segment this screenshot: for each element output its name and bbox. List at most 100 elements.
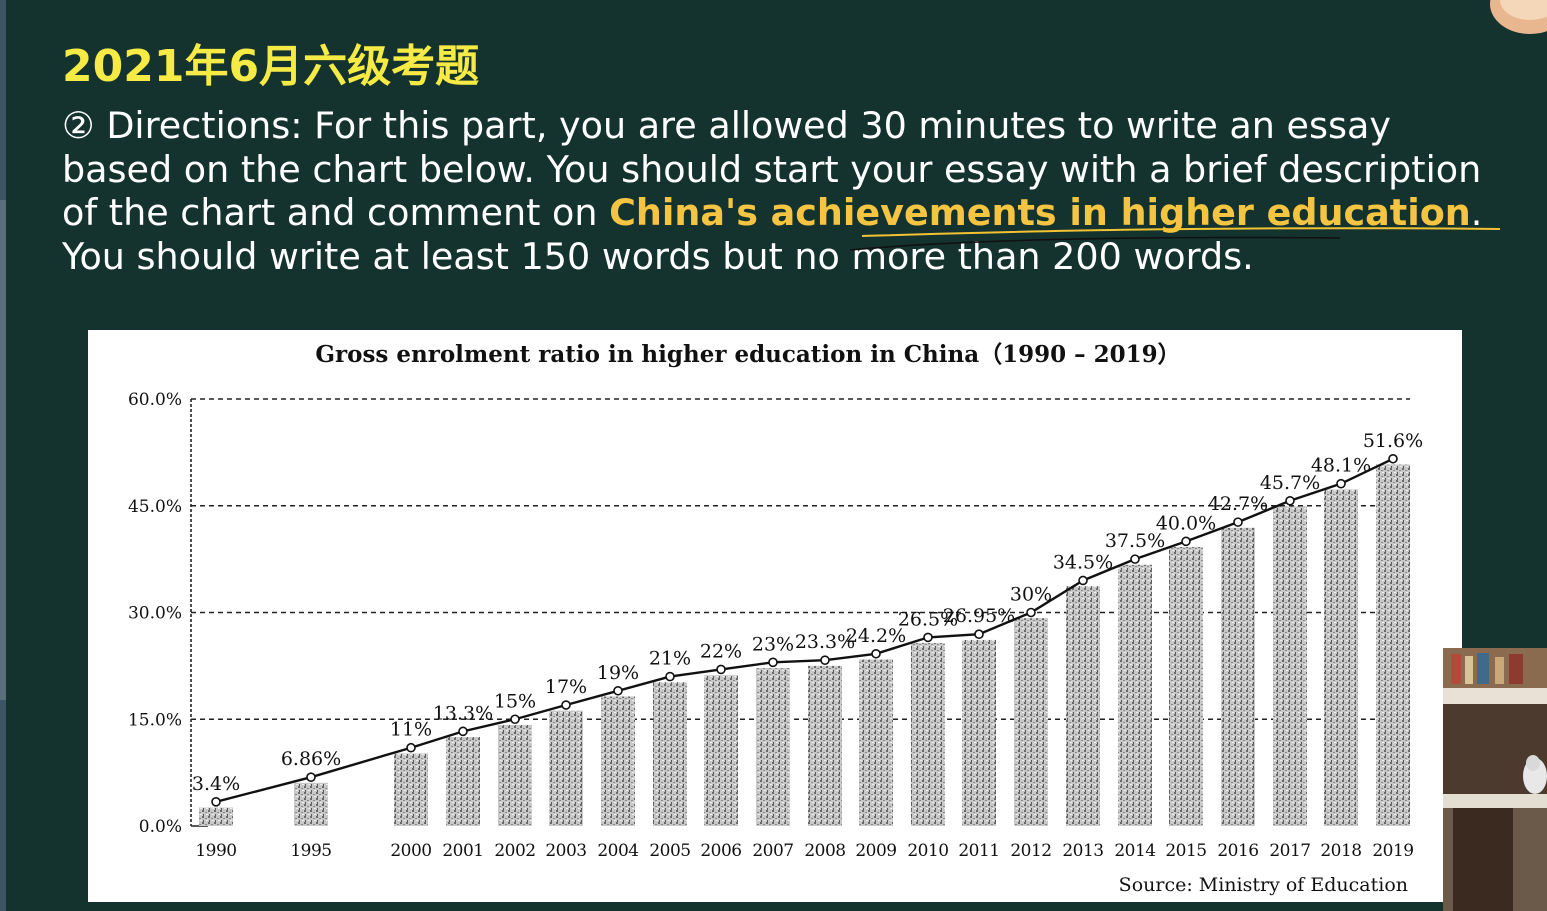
line-point xyxy=(665,671,675,682)
bar xyxy=(549,710,583,826)
line-point xyxy=(1078,575,1088,586)
y-tick-label: 30.0% xyxy=(128,604,182,624)
slide-title: 2021年6月六级考题 xyxy=(62,41,480,92)
data-label: 23.3% xyxy=(795,631,855,653)
x-tick-label: 2007 xyxy=(752,841,793,861)
bar xyxy=(808,665,842,826)
bar xyxy=(1376,464,1410,826)
directions-highlight: China's achievements in higher education xyxy=(609,191,1471,234)
line-point xyxy=(613,685,623,696)
y-tick-label: 45.0% xyxy=(128,497,182,517)
line-point xyxy=(1026,607,1036,618)
x-tick-label: 2001 xyxy=(442,841,483,861)
line-point xyxy=(768,657,778,668)
data-label: 13.3% xyxy=(433,702,493,724)
data-label: 21% xyxy=(649,648,691,670)
x-tick-label: 2015 xyxy=(1165,841,1206,861)
bar xyxy=(498,724,532,826)
data-label: 22% xyxy=(700,640,742,662)
line-point xyxy=(1388,453,1398,464)
bar xyxy=(756,668,790,826)
x-tick-label: 2006 xyxy=(700,841,741,861)
data-label: 42.7% xyxy=(1208,493,1268,515)
bar xyxy=(601,696,635,826)
line-point xyxy=(820,655,830,665)
y-tick-labels: 0.0% 15.0% 30.0% 45.0% 60.0% xyxy=(128,390,182,837)
line-point xyxy=(871,648,881,659)
bar xyxy=(911,643,945,826)
bar xyxy=(1118,564,1152,826)
data-label: 23% xyxy=(752,633,794,655)
bar xyxy=(1221,527,1255,826)
x-tick-label: 2013 xyxy=(1062,841,1103,861)
x-tick-label: 2011 xyxy=(958,841,999,861)
x-tick-label: 2003 xyxy=(545,841,586,861)
x-tick-labels: 1990 1995 2000 2001 2002 2003 2004 2005 2006 2007… xyxy=(195,841,1414,861)
x-tick-label: 2018 xyxy=(1320,841,1361,861)
line-point xyxy=(1336,478,1346,489)
bar xyxy=(704,675,738,826)
data-label: 17% xyxy=(545,676,587,698)
x-tick-label: 2012 xyxy=(1010,841,1051,861)
line-point xyxy=(1233,517,1243,527)
bar xyxy=(653,682,687,826)
bar xyxy=(1066,586,1100,826)
chart-title: Gross enrolment ratio in higher educatio… xyxy=(315,341,1180,368)
line-point xyxy=(1285,495,1295,506)
x-tick-label: 2002 xyxy=(494,841,535,861)
x-tick-label: 2004 xyxy=(597,841,638,861)
enrolment-chart: Gross enrolment ratio in higher educatio… xyxy=(128,341,1423,896)
directions-prefix: ② Directions: For this part, you are all… xyxy=(62,104,1482,234)
data-label: 37.5% xyxy=(1105,530,1165,552)
trend-polyline xyxy=(215,457,1394,803)
y-tick-label: 60.0% xyxy=(128,390,182,410)
x-tick-label: 2000 xyxy=(390,841,431,861)
data-label: 26.95% xyxy=(943,605,1015,627)
bar xyxy=(859,659,893,826)
bar xyxy=(1324,489,1358,826)
x-tick-label: 2017 xyxy=(1269,841,1310,861)
x-tick-label: 1990 xyxy=(195,841,236,861)
bar xyxy=(199,807,233,826)
data-label: 6.86% xyxy=(281,748,341,770)
data-label: 15% xyxy=(494,690,536,712)
bar xyxy=(446,737,480,826)
source-note: Source: Ministry of Education xyxy=(1119,874,1408,896)
line-point xyxy=(406,742,416,753)
line-point xyxy=(561,700,571,710)
data-label: 26.5% xyxy=(898,608,958,630)
data-label: 3.4% xyxy=(192,773,240,795)
left-edge-strip xyxy=(0,0,6,911)
line-point xyxy=(716,664,726,675)
x-tick-label: 2019 xyxy=(1372,841,1413,861)
line-point xyxy=(1181,536,1191,547)
data-label: 34.5% xyxy=(1053,551,1113,573)
line-point xyxy=(923,632,933,643)
x-tick-label: 2005 xyxy=(649,841,690,861)
bars xyxy=(199,464,1410,826)
data-label: 30% xyxy=(1010,584,1052,606)
line-point xyxy=(306,772,316,782)
x-tick-label: 1995 xyxy=(290,841,331,861)
corner-decoration xyxy=(1490,0,1547,34)
bar xyxy=(294,782,328,826)
bar xyxy=(962,639,996,826)
x-tick-label: 2008 xyxy=(804,841,845,861)
bar xyxy=(1273,506,1307,826)
x-tick-label: 2010 xyxy=(907,841,948,861)
data-label: 48.1% xyxy=(1311,455,1371,477)
data-label: 19% xyxy=(597,662,639,684)
webcam-overlay xyxy=(1443,648,1547,911)
line-point xyxy=(510,714,520,725)
data-label: 51.6% xyxy=(1363,430,1423,452)
bar xyxy=(394,753,428,826)
x-tick-label: 2009 xyxy=(855,841,896,861)
data-label: 24.2% xyxy=(846,625,906,647)
data-labels: 3.4% 6.86% 11%13.3%15% 17% 19% 21% 22% 23% 23.3%… xyxy=(192,430,1423,795)
x-tick-label: 2014 xyxy=(1114,841,1155,861)
data-label: 11% xyxy=(390,719,432,741)
line-point xyxy=(974,629,984,640)
bar xyxy=(1169,547,1203,826)
line-point xyxy=(211,797,221,807)
y-tick-label: 0.0% xyxy=(139,817,182,837)
